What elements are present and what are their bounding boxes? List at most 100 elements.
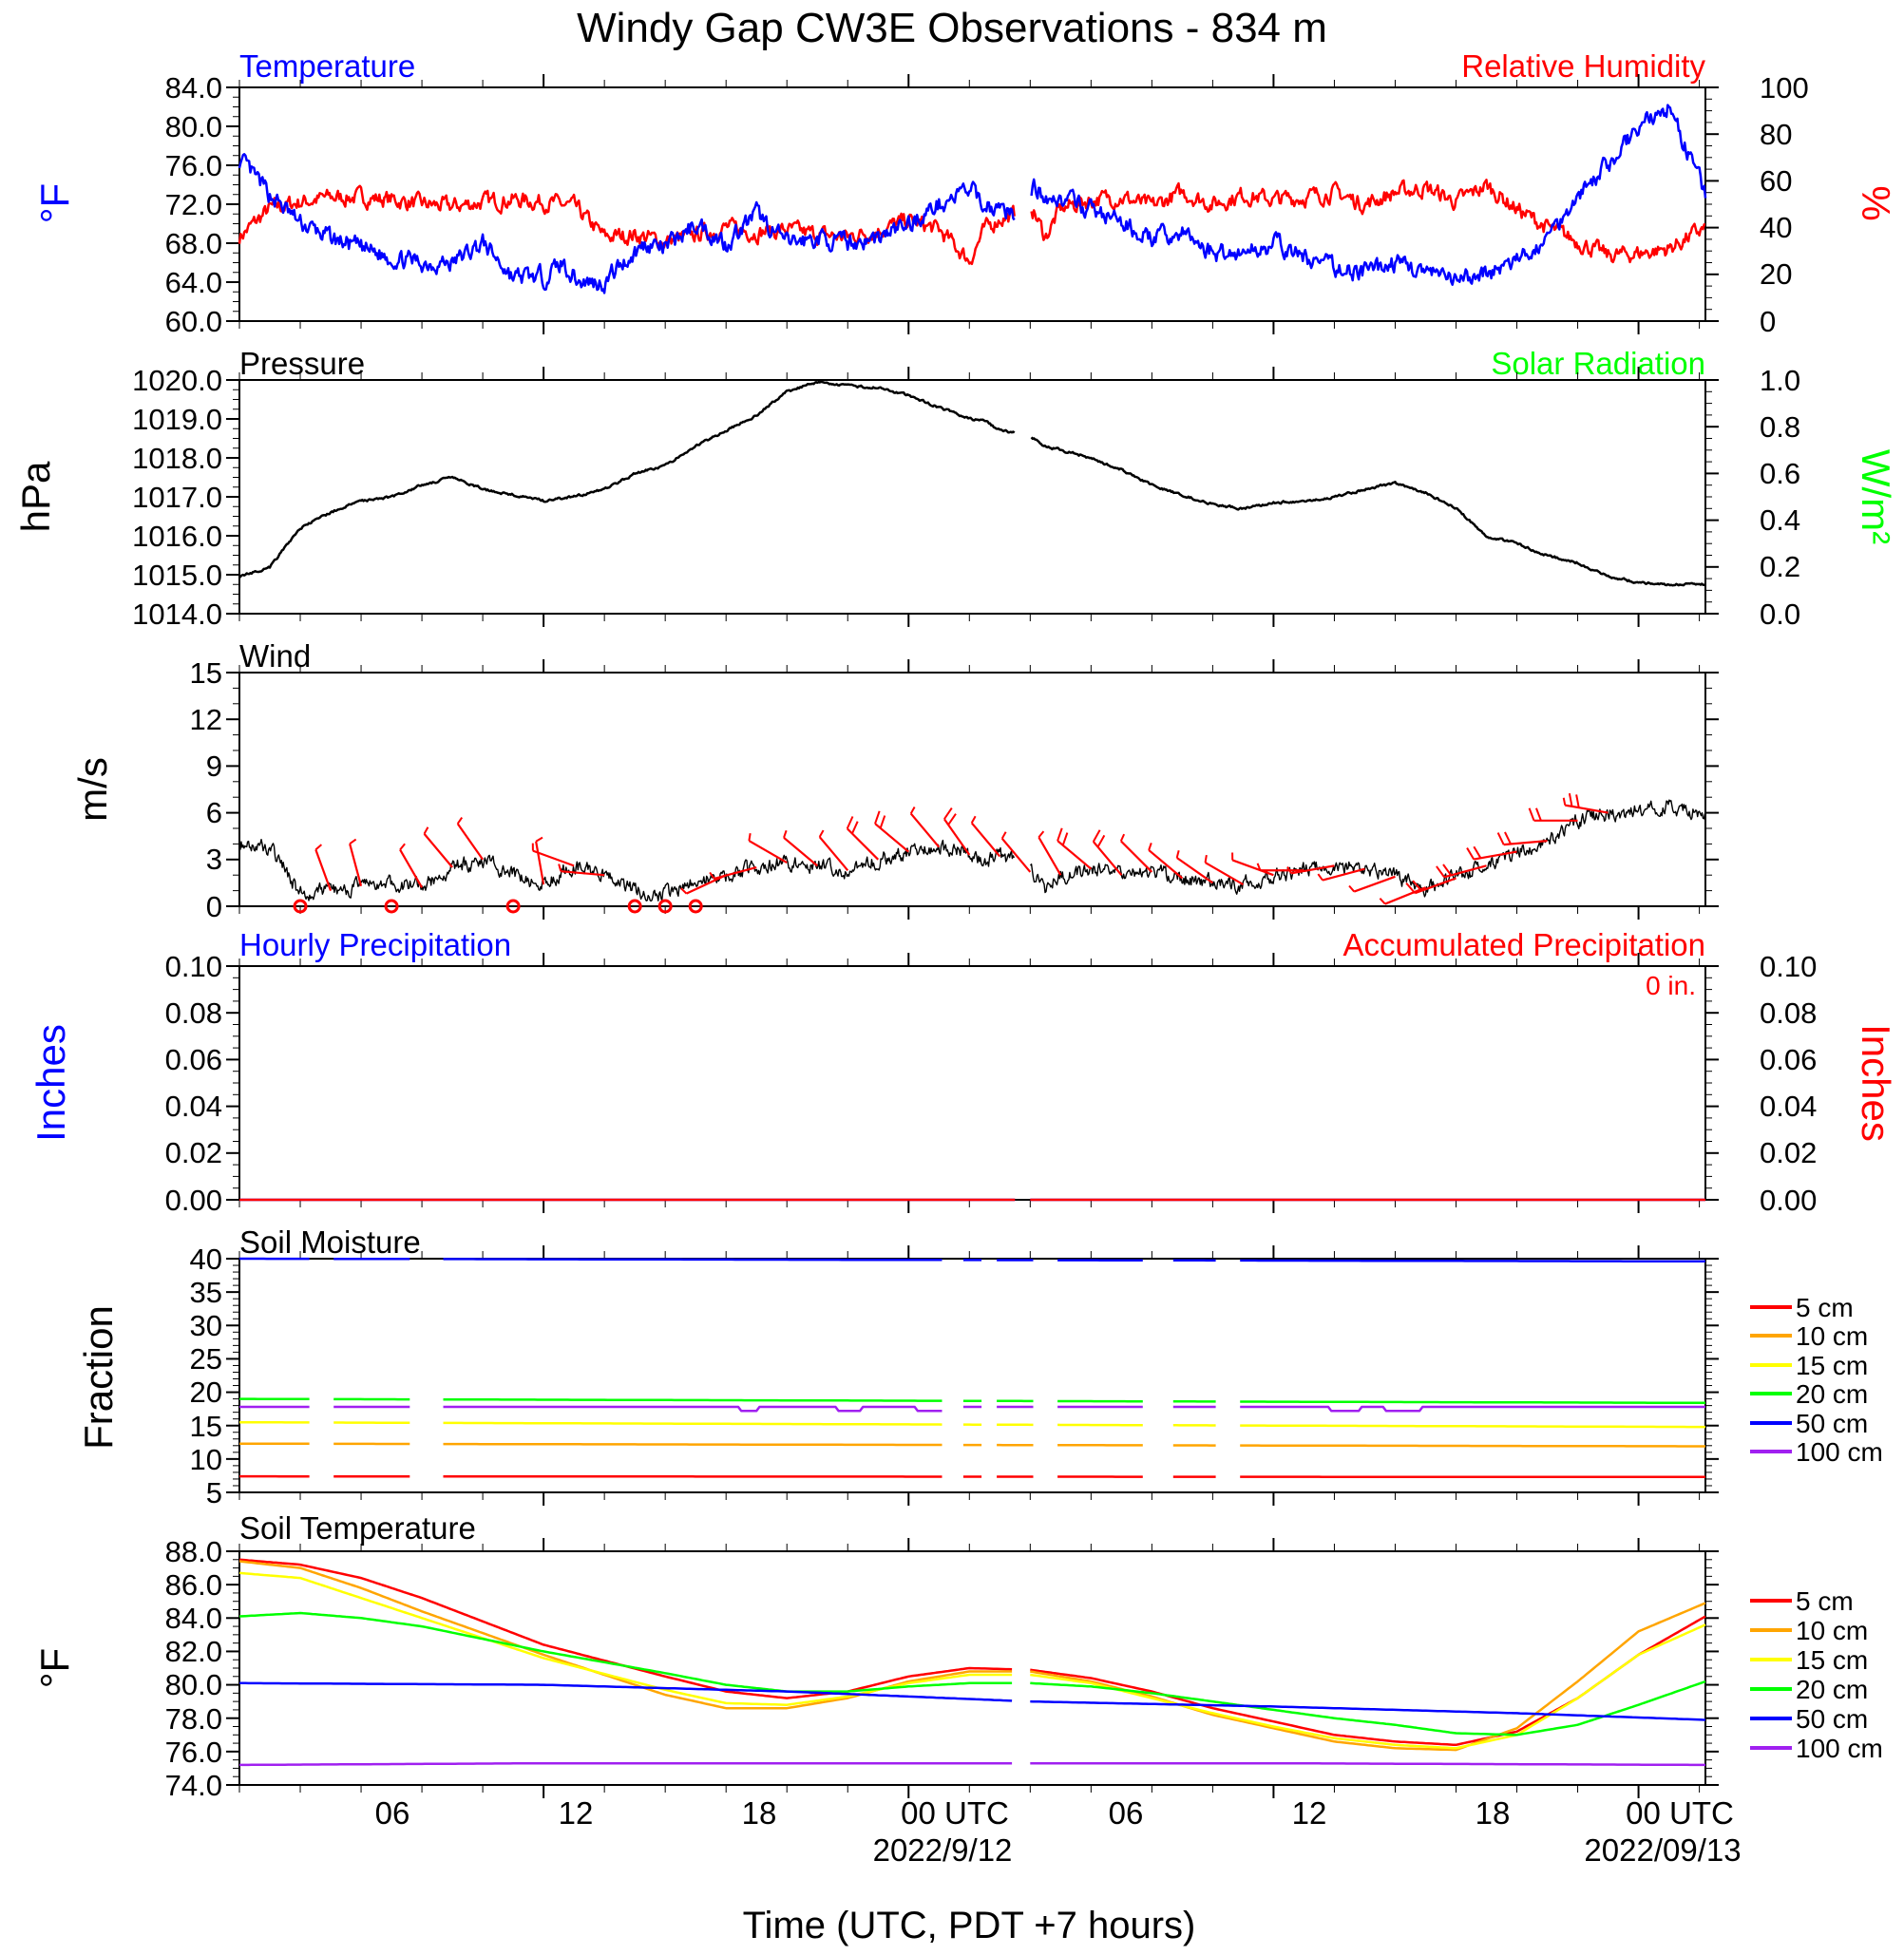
x-axis-title: Time (UTC, PDT +7 hours) — [743, 1905, 1196, 1946]
soil-moisture-line-10cm — [443, 1442, 942, 1447]
wind-barb — [1000, 831, 1032, 873]
wind-barb-feather — [709, 871, 715, 880]
soil-moisture-line-20cm — [1240, 1400, 1705, 1405]
soil-temperature-line-50cm — [1030, 1699, 1706, 1721]
wind-barb-feather — [1038, 830, 1045, 838]
y-tick-label: 15 — [190, 656, 222, 690]
y-tick-label: 84.0 — [165, 1602, 222, 1635]
wind-barb — [349, 838, 363, 886]
y-tick-label: 1016.0 — [132, 520, 222, 553]
temperature-axis-unit: °F — [32, 183, 77, 223]
wind-barb — [1317, 867, 1365, 882]
wind-barb-feather — [1256, 863, 1262, 871]
wind-barb — [1286, 864, 1335, 875]
wind-barb-staff — [1443, 864, 1487, 879]
y-tick-label: 0.06 — [1760, 1043, 1817, 1076]
pressure-y-ticks: 1020.0 1019.0 1018.0 1017.0 1016.0 1015.… — [132, 364, 222, 631]
wind-panel-title: Wind — [239, 638, 311, 674]
calm-wind-marker — [627, 899, 642, 914]
y-tick-label: 76.0 — [165, 149, 222, 182]
y-tick-label: 76.0 — [165, 1736, 222, 1769]
y-tick-label: 88.0 — [165, 1535, 222, 1568]
legend-label: 5 cm — [1796, 1293, 1854, 1322]
calm-wind-marker — [688, 899, 703, 914]
y-tick-label: 84.0 — [165, 71, 222, 104]
y-tick-label: 80.0 — [165, 1668, 222, 1701]
wind-barb — [818, 829, 849, 871]
wind-barb-staff — [1353, 875, 1396, 893]
x-tick-label: 18 — [742, 1795, 777, 1831]
wind-barb-staff — [846, 827, 880, 861]
soil-temperature-line-20cm — [1030, 1680, 1706, 1737]
x-date-label: 2022/09/13 — [1584, 1832, 1741, 1868]
wind-barb — [1436, 864, 1487, 879]
soil-temperature-line-100cm — [1030, 1761, 1705, 1767]
soil-moisture-line-15cm — [1240, 1424, 1705, 1429]
y-tick-label: 60.0 — [165, 305, 222, 338]
humidity-axis-unit: % — [1854, 185, 1898, 220]
humidity-line — [1030, 179, 1706, 264]
legend-label: 20 cm — [1796, 1675, 1868, 1704]
x-date-label: 2022/9/12 — [873, 1832, 1013, 1868]
wind-barb-feather — [558, 864, 562, 872]
y-tick-label: 82.0 — [165, 1635, 222, 1668]
soil-temperature-line-10cm — [1030, 1602, 1706, 1752]
wind-barb-feather — [748, 833, 752, 842]
wind-barb — [909, 806, 941, 848]
wind-barb — [1528, 807, 1578, 822]
pressure-solar-panel: Pressure Solar Radiation hPa W/m² 1020.0… — [13, 346, 1898, 631]
y-tick-label: 80 — [1760, 118, 1792, 151]
wind-barb-feather — [423, 826, 429, 835]
pressure-plot-area — [238, 380, 1706, 587]
soil-temperature-panel: Soil Temperature °F 88.0 86.0 84.0 82.0 … — [32, 1510, 1883, 1802]
legend-label: 15 cm — [1796, 1645, 1868, 1675]
wind-frame — [238, 672, 1706, 907]
soil-moisture-axis-unit: Fraction — [76, 1305, 121, 1450]
wind-barb-feather — [879, 815, 886, 829]
y-tick-label: 0.8 — [1760, 410, 1800, 444]
wind-barb-staff — [532, 849, 575, 867]
wind-barb-staff — [349, 843, 363, 886]
soil-moisture-line-50cm — [1240, 1259, 1705, 1263]
calm-wind-marker — [505, 899, 521, 914]
wind-barb-staff — [943, 818, 971, 856]
y-tick-label: 1.0 — [1760, 364, 1800, 397]
y-tick-label: 0 — [206, 890, 222, 923]
wind-barb-feather — [947, 813, 957, 826]
y-tick-label: 0.10 — [165, 950, 222, 983]
pressure-solar-frame — [238, 379, 1706, 615]
wind-barb — [1119, 833, 1153, 873]
y-tick-label: 35 — [190, 1276, 222, 1309]
wind-barb-staff — [1322, 867, 1365, 882]
wind-barb — [970, 815, 1001, 858]
y-tick-label: 0.4 — [1760, 503, 1800, 537]
wind-barb-staff — [1120, 840, 1153, 873]
wind-barb — [314, 844, 333, 891]
y-tick-label: 0.00 — [165, 1184, 222, 1217]
wind-speed-line — [1030, 799, 1706, 898]
wind-barb-staff — [1148, 849, 1184, 880]
pressure-line — [238, 380, 1016, 579]
wind-barb — [709, 865, 757, 880]
wind-barb-feather — [846, 816, 854, 829]
soil-moisture-legend: 5 cm 10 cm 15 cm 20 cm 50 cm 100 cm — [1750, 1293, 1883, 1467]
solar-y-ticks: 1.0 0.8 0.6 0.4 0.2 0.0 — [1760, 364, 1800, 631]
wind-barb-staff — [909, 812, 941, 848]
wind-barb-feather — [1473, 845, 1482, 859]
wind-barb-feather — [680, 887, 688, 895]
wind-barb-staff — [970, 822, 1001, 858]
y-tick-label: 0.10 — [1760, 950, 1817, 983]
wind-barb-staff — [1474, 850, 1517, 861]
wind-barb-feather — [1442, 864, 1452, 876]
y-tick-label: 1019.0 — [132, 403, 222, 436]
y-tick-label: 86.0 — [165, 1568, 222, 1602]
wind-barb — [1057, 827, 1093, 870]
y-tick-label: 5 — [206, 1476, 222, 1509]
wind-barb — [456, 816, 485, 861]
y-tick-label: 68.0 — [165, 227, 222, 260]
wind-barb-feather — [818, 829, 825, 838]
wind-barb-feather — [851, 821, 859, 834]
legend-label: 50 cm — [1796, 1704, 1868, 1734]
soil-temperature-y-ticks: 88.0 86.0 84.0 82.0 80.0 78.0 76.0 74.0 — [165, 1535, 222, 1802]
